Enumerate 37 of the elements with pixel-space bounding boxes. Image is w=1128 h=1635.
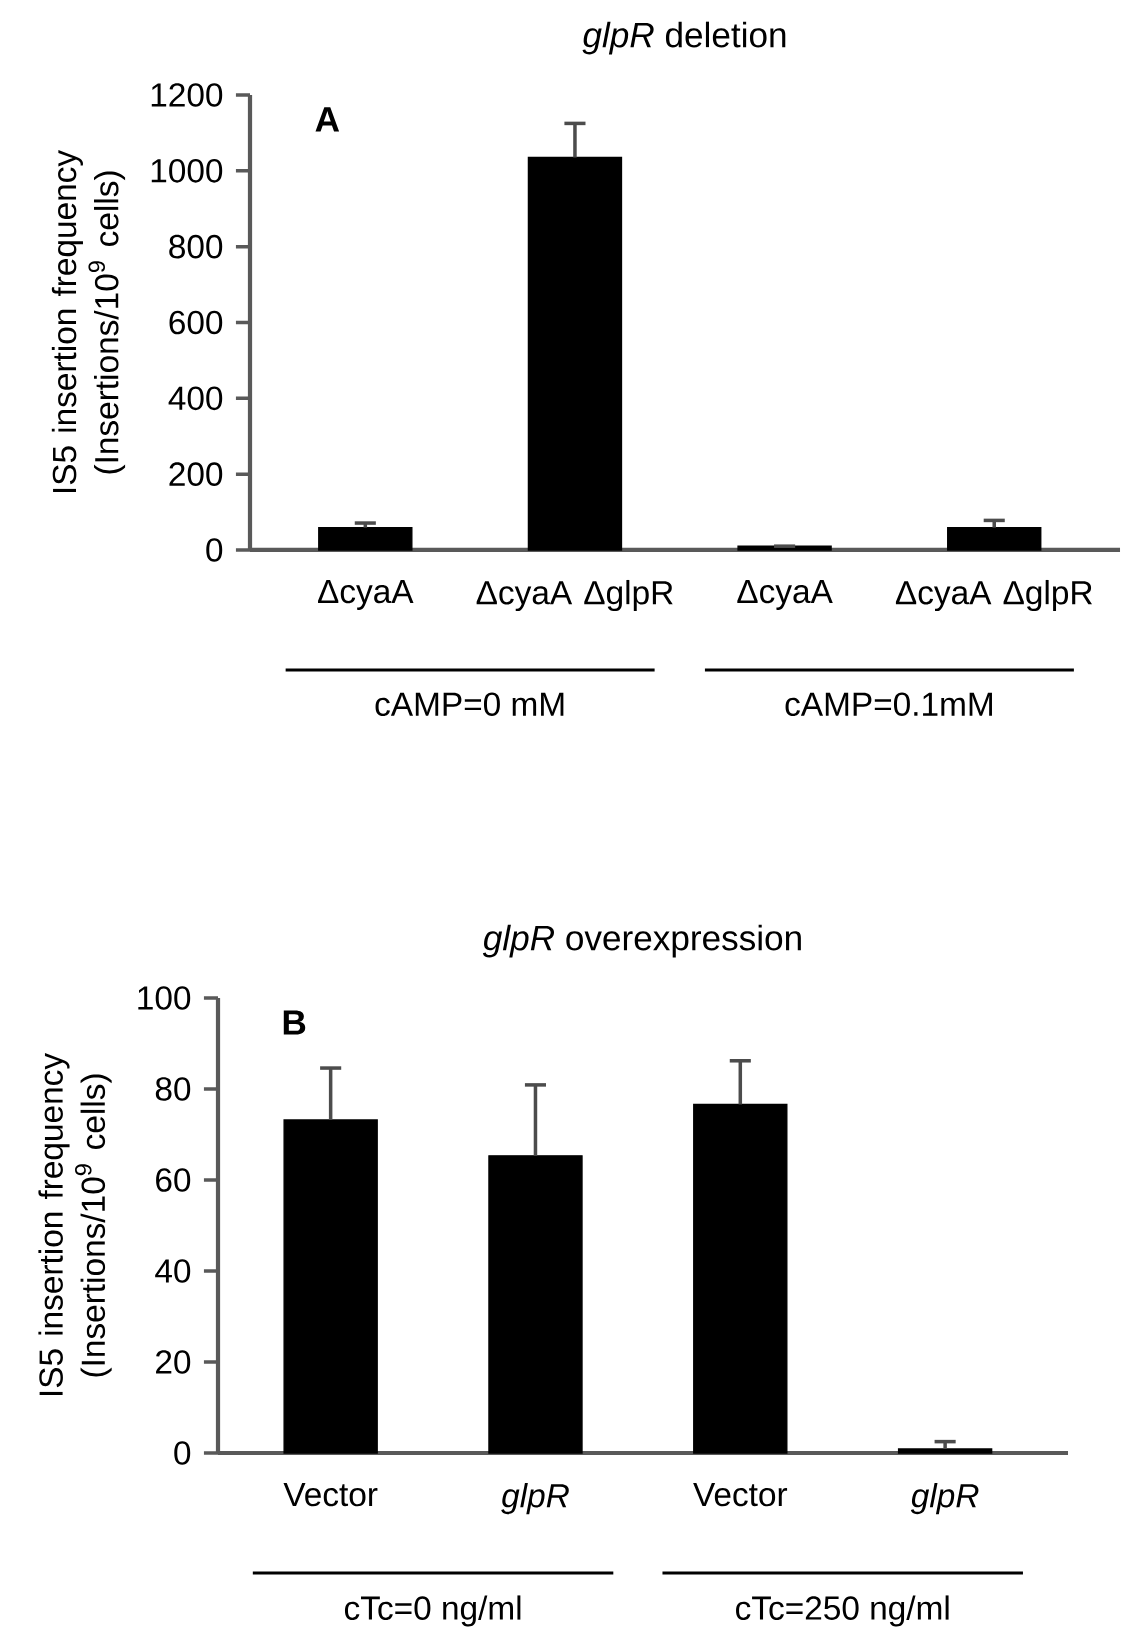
x-tick-label: glpR (910, 1482, 979, 1515)
y-tick-label: 400 (168, 386, 223, 411)
x-tick-label: Vector (283, 1482, 378, 1507)
y-tick-label: 60 (156, 1168, 191, 1192)
bar (283, 1119, 378, 1454)
text: cAMP=0.1mM (785, 692, 992, 717)
bar (527, 156, 623, 551)
text: cAMP=0 mM (375, 692, 564, 717)
y-tick-label: 200 (169, 462, 223, 486)
y-tick-label: 800 (169, 234, 223, 259)
x-tick-label: ΔcyaA (737, 579, 833, 610)
y-tick-label: 80 (155, 1077, 191, 1101)
bar (318, 526, 413, 551)
annotation: A (315, 107, 340, 132)
y-tick-label: 1200 (151, 83, 223, 107)
x-tick-label: ΔcyaA ΔglpR (895, 579, 1093, 612)
y-tick-label: 1000 (151, 158, 223, 183)
bar (947, 526, 1042, 551)
annotation: B (283, 1010, 306, 1035)
text: cTc=250 ng/ml (736, 1595, 949, 1627)
text: cTc=0 ng/ml (344, 1595, 521, 1627)
x-tick-label: ΔcyaA (318, 579, 414, 610)
y-tick-label: 0 (174, 1441, 191, 1465)
bar (693, 1103, 788, 1454)
bar (737, 545, 832, 551)
y-tick-label: 20 (156, 1350, 191, 1374)
chart-title: glpR deletion (582, 21, 786, 55)
y-tick-label: 600 (169, 310, 223, 335)
x-tick-label: glpR (501, 1482, 569, 1515)
y-tick-label: 100 (138, 986, 191, 1010)
y-tick-label: 0 (206, 538, 223, 562)
y-tick-label: 40 (155, 1259, 191, 1283)
x-tick-label: Vector (693, 1482, 788, 1507)
x-tick-label: ΔcyaA ΔglpR (476, 579, 673, 612)
bar (488, 1155, 583, 1454)
chart-title: glpR overexpression (482, 924, 801, 958)
bar (897, 1448, 993, 1454)
